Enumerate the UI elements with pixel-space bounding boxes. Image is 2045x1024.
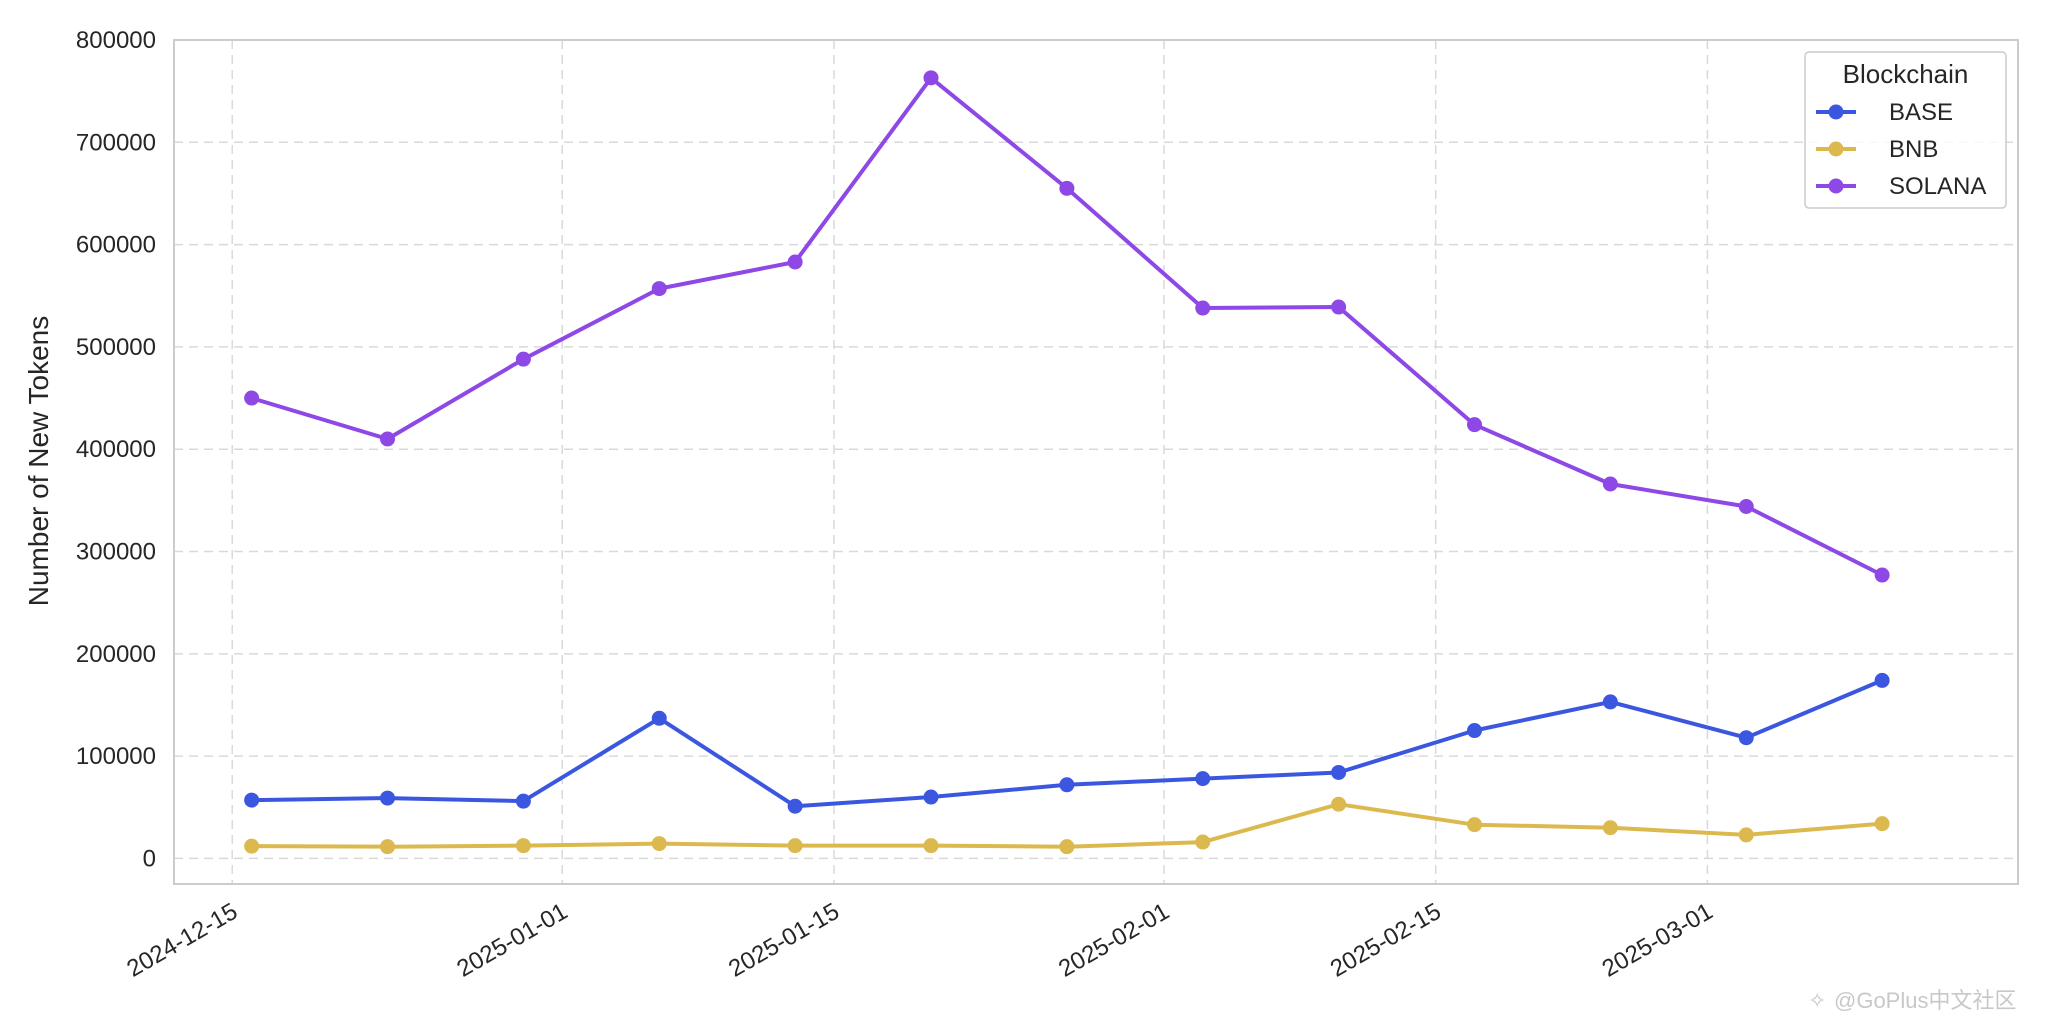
legend-item-bnb: BNB bbox=[1816, 136, 1938, 163]
grid-lines bbox=[174, 39, 2018, 884]
y-tick-label: 600000 bbox=[76, 232, 156, 259]
data-point-solana bbox=[1874, 567, 1890, 583]
legend-label: BASE bbox=[1889, 99, 1953, 126]
y-tick-label: 400000 bbox=[76, 436, 156, 463]
data-point-solana bbox=[1059, 180, 1075, 196]
y-tick-label: 300000 bbox=[76, 539, 156, 566]
data-point-base bbox=[1059, 777, 1075, 793]
data-point-base bbox=[1195, 771, 1211, 787]
data-point-solana bbox=[787, 254, 803, 270]
y-tick-label: 500000 bbox=[76, 334, 156, 361]
data-point-solana bbox=[244, 390, 260, 406]
series-bnb bbox=[244, 796, 1890, 855]
watermark: ✧ @GoPlus中文社区 bbox=[1808, 988, 2016, 1013]
data-point-base bbox=[380, 790, 396, 806]
y-tick-label: 200000 bbox=[76, 641, 156, 668]
data-point-base bbox=[651, 710, 667, 726]
data-point-bnb bbox=[1195, 834, 1211, 850]
y-tick-label: 800000 bbox=[76, 27, 156, 54]
legend-label: SOLANA bbox=[1889, 173, 1986, 200]
series-line-solana bbox=[249, 75, 1885, 577]
data-point-base bbox=[1874, 672, 1890, 688]
data-point-bnb bbox=[1874, 816, 1890, 832]
data-point-solana bbox=[1467, 417, 1483, 433]
data-point-bnb bbox=[1331, 796, 1347, 812]
legend-swatch-marker bbox=[1828, 178, 1844, 194]
legend-box bbox=[1804, 51, 2007, 209]
data-point-bnb bbox=[1059, 839, 1075, 855]
data-point-solana bbox=[1738, 499, 1754, 515]
data-point-solana bbox=[380, 431, 396, 447]
y-axis-label: Number of New Tokens bbox=[23, 316, 54, 607]
legend-title: Blockchain bbox=[1843, 59, 1969, 89]
x-tick-label: 2025-03-01 bbox=[1598, 898, 1718, 983]
data-point-solana bbox=[651, 281, 667, 297]
legend-item-base: BASE bbox=[1816, 99, 1953, 126]
series-solana bbox=[244, 70, 1890, 583]
series-lines bbox=[244, 70, 1890, 855]
data-point-bnb bbox=[1738, 827, 1754, 843]
data-point-bnb bbox=[787, 838, 803, 854]
data-point-base bbox=[787, 798, 803, 814]
legend-item-solana: SOLANA bbox=[1816, 173, 1986, 200]
x-axis-ticks: 2024-12-15 2025-01-01 2025-01-15 2025-02-01… bbox=[122, 898, 1717, 983]
y-tick-label: 100000 bbox=[76, 743, 156, 770]
data-point-bnb bbox=[1602, 820, 1618, 836]
data-point-base bbox=[1738, 730, 1754, 746]
data-point-solana bbox=[1602, 476, 1618, 492]
data-point-bnb bbox=[244, 838, 260, 854]
data-point-solana bbox=[923, 70, 939, 86]
legend-swatch-marker bbox=[1828, 141, 1844, 157]
legend-items: BASE BNB SOLANA bbox=[1816, 99, 1986, 200]
series-base bbox=[244, 672, 1890, 814]
data-point-base bbox=[1467, 723, 1483, 739]
legend-swatch-marker bbox=[1828, 104, 1844, 120]
data-point-bnb bbox=[1467, 817, 1483, 833]
y-tick-label: 0 bbox=[143, 845, 156, 872]
data-point-bnb bbox=[651, 836, 667, 852]
watermark-text: @GoPlus中文社区 bbox=[1834, 988, 2016, 1013]
x-tick-label: 2025-01-01 bbox=[452, 898, 572, 983]
data-point-base bbox=[244, 792, 260, 808]
data-point-bnb bbox=[380, 839, 396, 855]
data-point-solana bbox=[1331, 299, 1347, 315]
y-tick-label: 700000 bbox=[76, 129, 156, 156]
plot-area-frame bbox=[173, 39, 2019, 885]
data-point-base bbox=[1602, 694, 1618, 710]
x-tick-label: 2025-01-15 bbox=[724, 898, 844, 983]
data-point-solana bbox=[515, 351, 531, 367]
watermark-icon: ✧ bbox=[1808, 988, 1826, 1013]
data-point-solana bbox=[1195, 300, 1211, 316]
legend: Blockchain BASE BNB SOLANA bbox=[1804, 51, 2007, 209]
x-tick-label: 2025-02-15 bbox=[1326, 898, 1446, 983]
data-point-base bbox=[1331, 764, 1347, 780]
x-tick-label: 2025-02-01 bbox=[1054, 898, 1174, 983]
data-point-bnb bbox=[923, 838, 939, 854]
y-axis-ticks: 0 100000 200000 300000 400000 500000 600000 700… bbox=[76, 27, 156, 872]
x-tick-label: 2024-12-15 bbox=[122, 898, 242, 983]
data-point-base bbox=[923, 789, 939, 805]
legend-label: BNB bbox=[1889, 136, 1938, 163]
data-point-bnb bbox=[515, 838, 531, 854]
data-point-base bbox=[515, 793, 531, 809]
